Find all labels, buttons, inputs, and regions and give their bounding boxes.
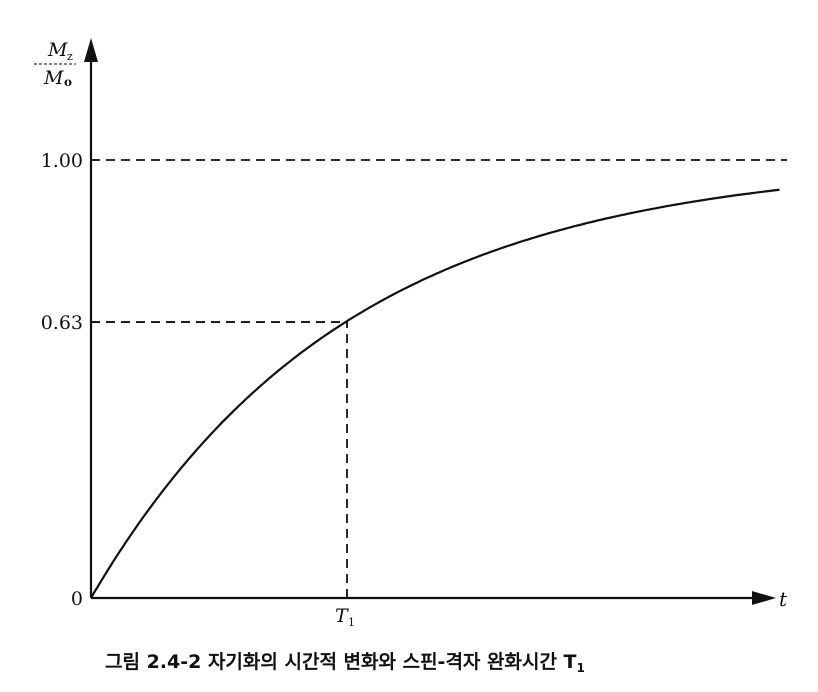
x-axis-label: t — [779, 587, 788, 611]
x-tick-label: T — [335, 605, 349, 627]
y-tick-label: 0 — [71, 588, 83, 610]
y-axis-label: M z M o — [34, 39, 76, 89]
y-tick-labels: 0 0.63 1.00 — [41, 150, 97, 610]
y-tick-label: 0.63 — [41, 312, 83, 334]
y-tick-label: 1.00 — [41, 150, 83, 172]
figure-caption: 그림 2.4-2 자기화의 시간적 변화와 스핀-격자 완화시간 T1 — [105, 651, 585, 675]
ylabel-denominator-sub: o — [64, 75, 72, 89]
caption-subscript: 1 — [577, 661, 585, 675]
magnetization-curve — [90, 188, 780, 599]
caption-text: 그림 2.4-2 자기화의 시간적 변화와 스핀-격자 완화시간 T — [105, 651, 577, 673]
reference-lines — [91, 159, 787, 598]
ylabel-numerator-sub: z — [67, 50, 73, 63]
y-axis-arrow — [84, 38, 98, 62]
axes — [84, 38, 776, 605]
ylabel-denominator: M — [43, 67, 64, 89]
x-tick-subscript: 1 — [348, 616, 355, 629]
ylabel-numerator: M — [47, 39, 68, 61]
x-axis-arrow — [752, 591, 776, 605]
